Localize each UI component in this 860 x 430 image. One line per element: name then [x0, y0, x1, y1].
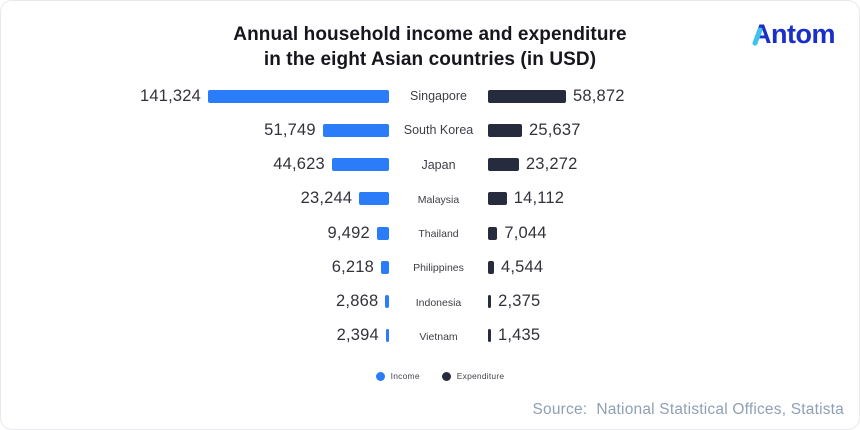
- antom-logo: Antom: [751, 19, 835, 50]
- income-bar: [331, 158, 389, 172]
- income-value: 23,244: [300, 189, 353, 208]
- country-label: Indonesia: [415, 296, 462, 309]
- expenditure-cell: 58,872: [488, 87, 859, 106]
- diverging-bar-chart: 141,324 Singapore 58,872 51,749 South Korea 2…: [1, 79, 859, 353]
- chart-row: 2,868 Indonesia 2,375: [1, 285, 859, 319]
- country-label: Singapore: [410, 89, 467, 104]
- chart-row: 6,218 Philippines 4,544: [1, 250, 859, 284]
- income-cell: 2,394: [1, 326, 389, 345]
- country-label: South Korea: [403, 123, 474, 138]
- chart-title: Annual household income and expenditure …: [1, 22, 859, 72]
- expenditure-cell: 14,112: [488, 189, 859, 208]
- antom-logo-text: Antom: [752, 19, 835, 49]
- income-cell: 141,324: [1, 87, 389, 106]
- expenditure-bar: [488, 329, 491, 343]
- chart-row: 2,394 Vietnam 1,435: [1, 319, 859, 353]
- income-cell: 51,749: [1, 121, 389, 140]
- chart-row: 9,492 Thailand 7,044: [1, 216, 859, 250]
- income-bar: [385, 295, 389, 309]
- country-label-cell: Philippines: [389, 258, 488, 276]
- expenditure-bar: [488, 123, 522, 137]
- income-value: 6,218: [331, 257, 375, 276]
- income-bar: [322, 123, 389, 137]
- chart-title-line2: in the eight Asian countries (in USD): [263, 49, 597, 70]
- income-bar: [385, 329, 389, 343]
- expenditure-bar: [488, 295, 492, 309]
- income-cell: 2,868: [1, 292, 389, 311]
- income-value: 2,394: [336, 326, 379, 345]
- chart-row: 44,623 Japan 23,272: [1, 148, 859, 182]
- expenditure-bar: [488, 158, 519, 172]
- expenditure-bar: [488, 226, 498, 240]
- country-label-cell: Thailand: [389, 224, 488, 242]
- chart-row: 141,324 Singapore 58,872: [1, 79, 859, 113]
- source-attribution: Source: National Statistical Offices, St…: [532, 401, 844, 418]
- expenditure-value: 14,112: [513, 189, 565, 208]
- income-value: 9,492: [327, 223, 370, 242]
- expenditure-cell: 23,272: [488, 155, 859, 174]
- income-value: 141,324: [139, 86, 201, 105]
- expenditure-value: 58,872: [573, 86, 625, 105]
- expenditure-legend-dot: [441, 371, 451, 381]
- income-value: 2,868: [336, 292, 379, 311]
- legend-item-income: Income: [375, 371, 420, 381]
- country-label: Philippines: [413, 262, 464, 275]
- income-cell: 23,244: [1, 189, 389, 208]
- chart-row: 51,749 South Korea 25,637: [1, 113, 859, 147]
- income-cell: 9,492: [1, 224, 389, 243]
- expenditure-cell: 1,435: [488, 326, 859, 345]
- chart-row: 23,244 Malaysia 14,112: [1, 182, 859, 216]
- expenditure-cell: 25,637: [488, 121, 859, 140]
- income-value: 44,623: [273, 155, 325, 174]
- chart-title-line1: Annual household income and expenditure: [233, 24, 627, 45]
- expenditure-value: 4,544: [501, 257, 544, 276]
- income-cell: 44,623: [1, 155, 389, 174]
- country-label: Thailand: [418, 228, 459, 241]
- country-label-cell: Japan: [389, 156, 488, 174]
- chart-legend: Income Expenditure: [21, 371, 859, 381]
- income-bar: [381, 260, 389, 274]
- income-cell: 6,218: [1, 258, 389, 277]
- expenditure-value: 23,272: [525, 155, 578, 174]
- expenditure-cell: 2,375: [488, 292, 859, 311]
- expenditure-value: 1,435: [498, 326, 541, 345]
- income-bar: [376, 226, 389, 240]
- expenditure-bar: [488, 260, 495, 274]
- income-legend-label: Income: [390, 371, 420, 381]
- expenditure-cell: 7,044: [488, 224, 859, 243]
- country-label: Malaysia: [417, 193, 460, 206]
- income-bar: [208, 89, 389, 103]
- income-value: 51,749: [264, 120, 316, 139]
- income-bar: [359, 192, 389, 206]
- country-label-cell: Indonesia: [389, 293, 488, 311]
- expenditure-value: 2,375: [498, 292, 541, 311]
- country-label-cell: South Korea: [389, 121, 488, 139]
- legend-item-expenditure: Expenditure: [441, 371, 505, 381]
- country-label: Vietnam: [419, 330, 458, 343]
- expenditure-legend-label: Expenditure: [456, 371, 505, 381]
- country-label: Japan: [421, 157, 456, 172]
- expenditure-value: 25,637: [528, 120, 581, 139]
- expenditure-bar: [488, 89, 566, 103]
- country-label-cell: Malaysia: [389, 190, 488, 208]
- country-label-cell: Vietnam: [389, 327, 488, 345]
- expenditure-bar: [488, 192, 507, 206]
- expenditure-value: 7,044: [504, 223, 547, 242]
- income-legend-dot: [375, 371, 385, 381]
- expenditure-cell: 4,544: [488, 258, 859, 277]
- country-label-cell: Singapore: [389, 87, 488, 105]
